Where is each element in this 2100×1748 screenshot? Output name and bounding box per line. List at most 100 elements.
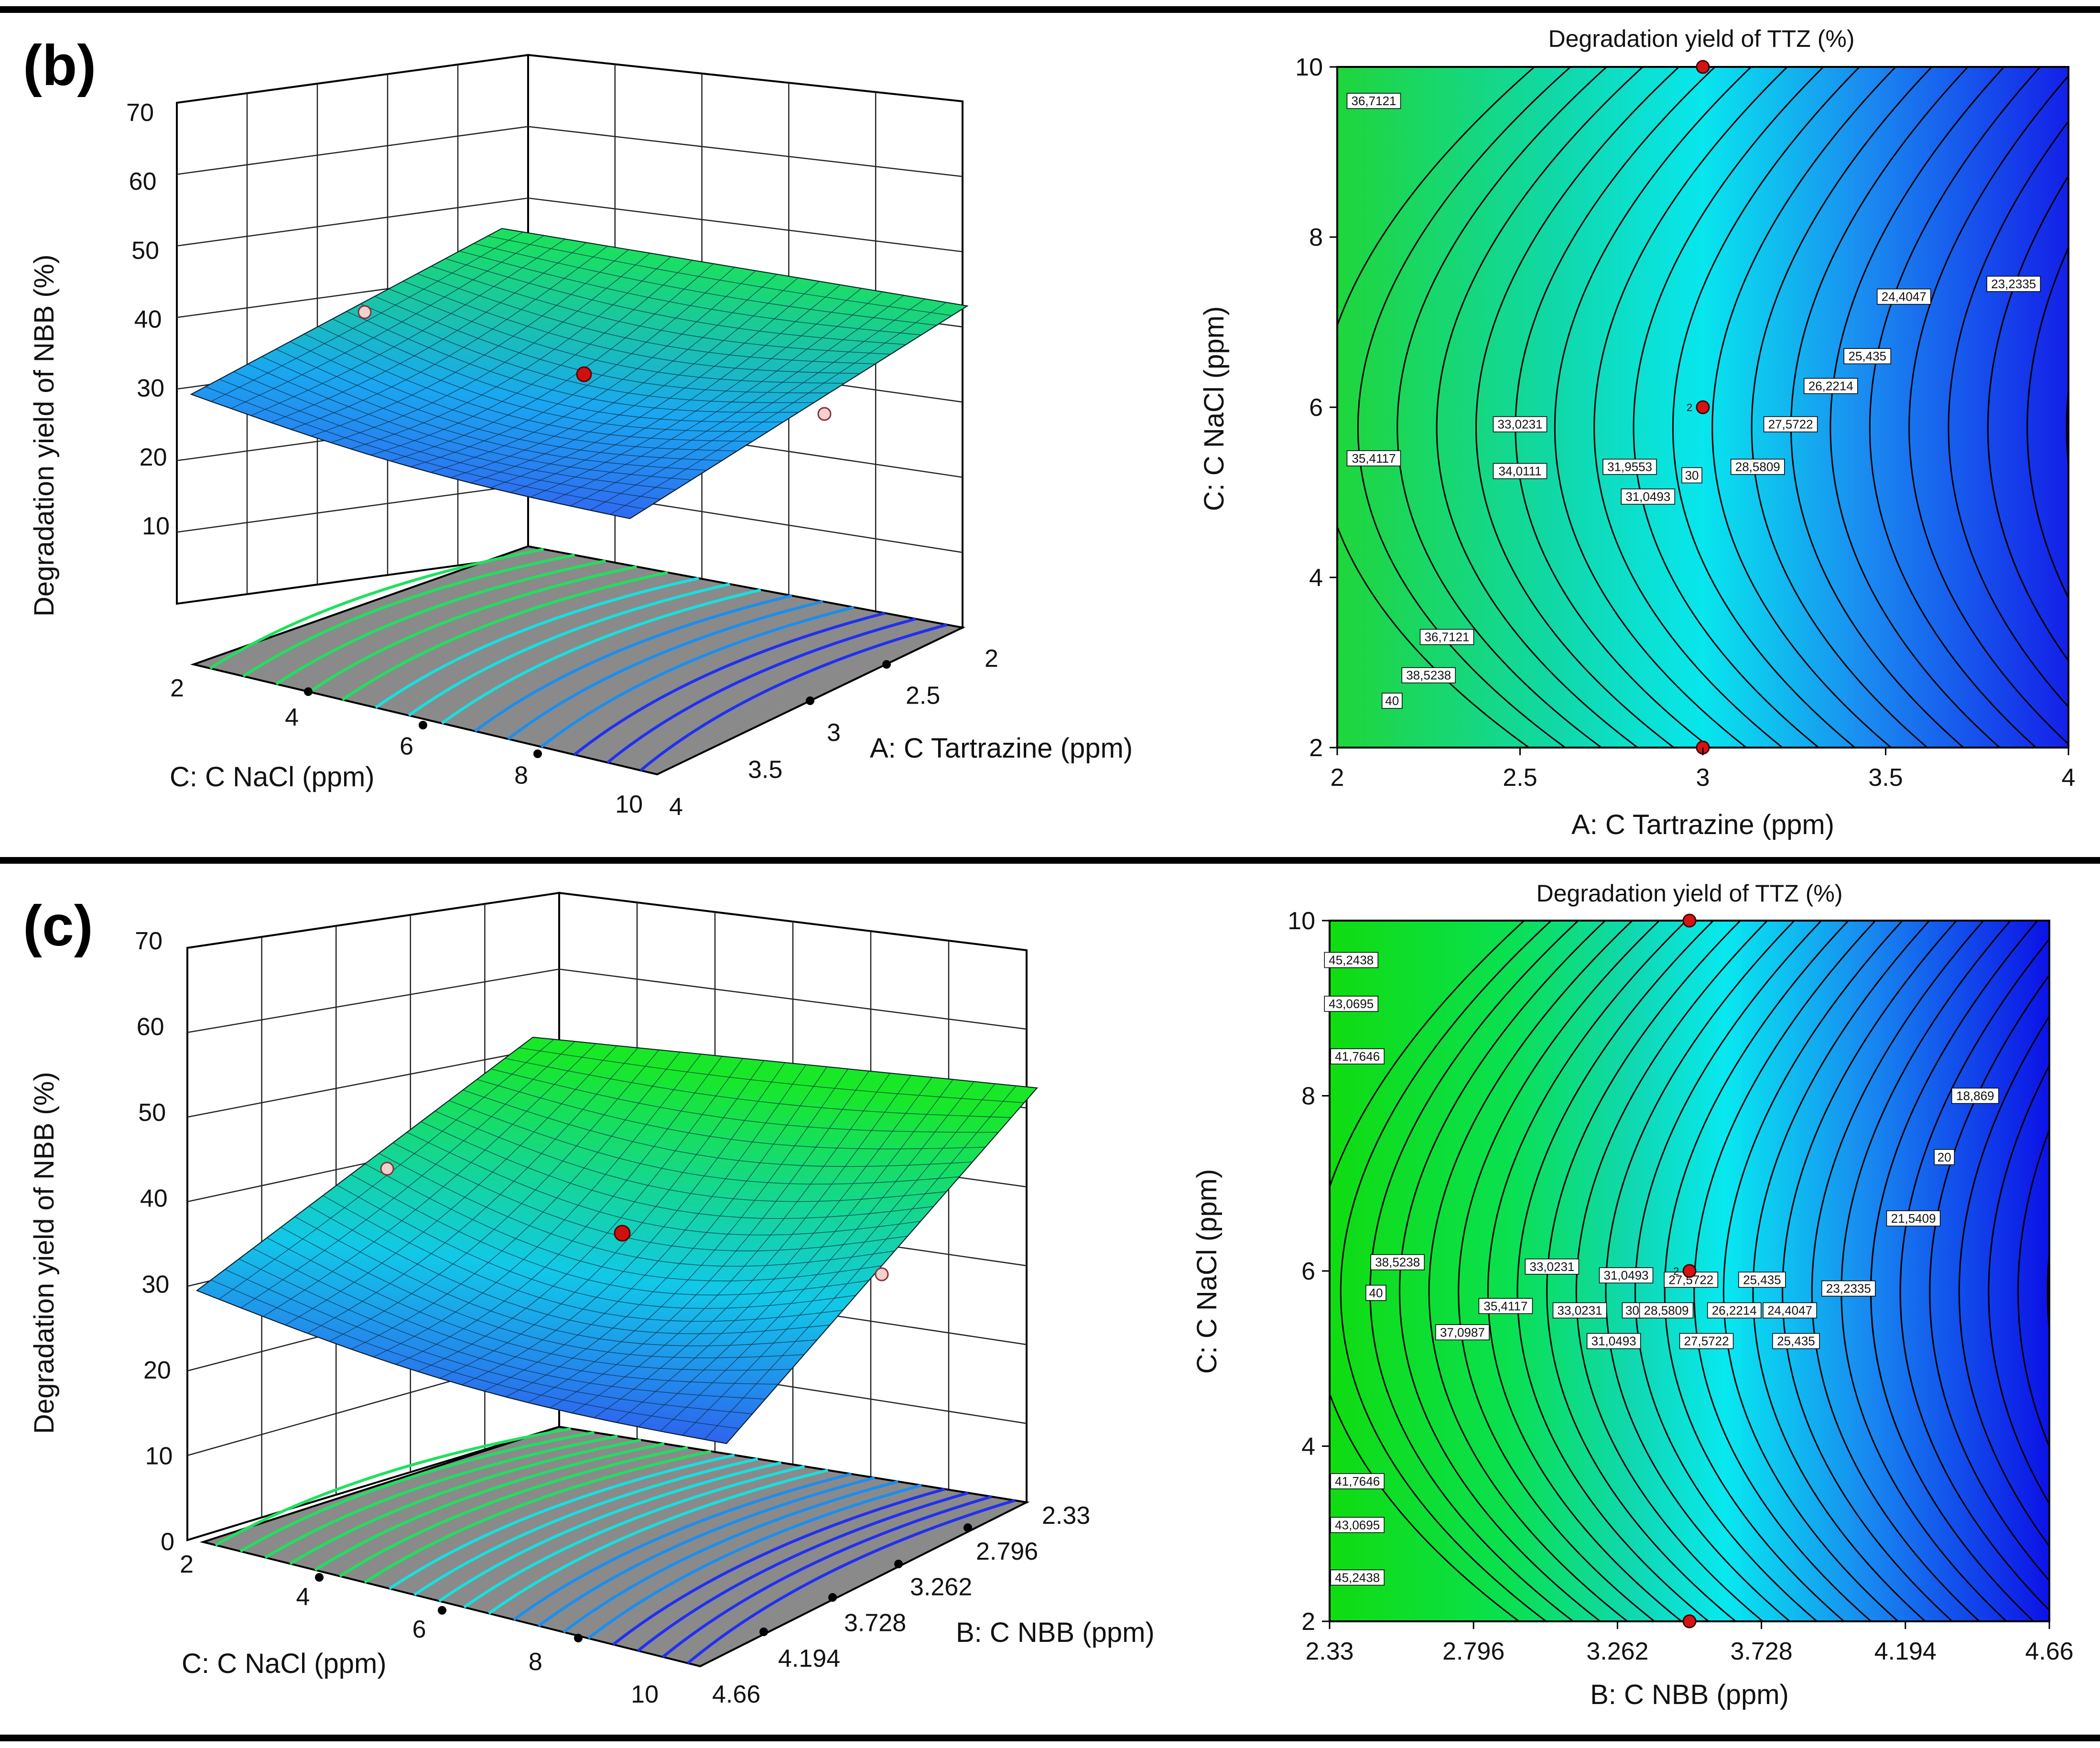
c-z-tick-label: 20 — [143, 1357, 171, 1384]
c-contour-label-box — [1365, 1285, 1386, 1301]
b-contour-label-box — [1401, 667, 1456, 684]
panel-b-center-point — [576, 366, 592, 382]
c-contour-line — [1664, 921, 1850, 1621]
c-floor-contour — [438, 1461, 782, 1602]
c-floor-contour — [488, 1468, 829, 1615]
panel-c-contour-title: Degradation yield of TTZ (%) — [1537, 880, 1843, 907]
b-right-tick-label: 4 — [669, 793, 683, 821]
b-mesh-line — [261, 356, 707, 471]
c-floor-contour — [289, 1438, 641, 1565]
c-contour-label: 31,0493 — [1604, 1268, 1649, 1282]
b-contour-label-box — [1843, 348, 1891, 364]
panel-c-center-point — [614, 1225, 631, 1242]
c-z-tick-label: 40 — [140, 1185, 168, 1213]
b-mesh-line — [332, 318, 783, 423]
c-contour-label: 41,7646 — [1335, 1474, 1380, 1488]
panel-b-floor — [190, 545, 966, 776]
c-contour-line — [1330, 921, 1526, 1621]
b-contour-line — [1554, 67, 1753, 748]
panel-b-contour-plot: Degradation yield of TTZ (%) 36,7121 35,4… — [1199, 25, 2075, 840]
b-z-tick-label: 40 — [134, 306, 162, 334]
b-contour-line — [1672, 67, 1861, 748]
b-mesh-line — [510, 284, 841, 493]
b-design-point — [1696, 400, 1710, 414]
c-x-tick-label: 3.728 — [1731, 1638, 1793, 1665]
c-contour-line — [1458, 921, 1661, 1621]
b-mesh-line — [530, 288, 862, 498]
b-mesh-line — [346, 311, 799, 413]
c-contour-label-box — [1525, 1259, 1580, 1275]
b-left-tick-label: 4 — [285, 704, 299, 731]
b-contour-label-box — [1602, 458, 1657, 475]
b-contour-line — [1436, 67, 1644, 748]
b-contour-label-box — [1986, 276, 2041, 292]
c-mesh-line — [196, 1290, 727, 1444]
c-floor-contour — [538, 1476, 875, 1627]
b-x-tick-label: 2.5 — [1503, 764, 1537, 792]
c-contour-line — [1929, 974, 2049, 1582]
b-mesh-line — [276, 348, 722, 461]
b-left-tick-label: 8 — [514, 761, 528, 789]
c-z-tick-label: 0 — [161, 1528, 174, 1556]
panel-c-z-axis-title: Degradation yield of NBB (%) — [29, 1072, 60, 1434]
panel-b-z-ticks: 10 20 30 40 50 60 70 — [126, 99, 170, 540]
panel-c-design-point — [875, 1267, 889, 1281]
b-contour-line — [1593, 67, 1788, 748]
b-mesh-line — [470, 277, 799, 483]
b-contour-label: 31,9553 — [1607, 460, 1652, 474]
panel-b-left-ticks: 2 4 6 8 10 — [170, 674, 643, 818]
panel-b-design-point — [817, 407, 832, 421]
c-floor-contour — [264, 1434, 618, 1559]
b-mesh-line — [629, 305, 968, 519]
c-contour-label-box — [1886, 1210, 1941, 1227]
c-right-tick-label: 4.66 — [712, 1681, 760, 1708]
c-contour-line — [1605, 921, 1796, 1621]
b-mesh-line — [450, 274, 777, 478]
c-contour-line — [1546, 921, 1742, 1621]
c-contour-label: 45,2438 — [1335, 1570, 1380, 1585]
b-contour-label-box — [1346, 93, 1401, 109]
c-contour-label-box — [1772, 1333, 1820, 1349]
b-contour-line — [1751, 67, 1933, 748]
c-floor-contour — [563, 1480, 898, 1633]
b-z-tick-label: 70 — [126, 99, 154, 127]
b-floor-contour — [408, 583, 730, 717]
b-right-tick-label: 2 — [985, 645, 998, 673]
b-contour-label-box — [1346, 450, 1401, 467]
c-y-tick-label: 4 — [1301, 1433, 1315, 1461]
b-floor-contour — [573, 611, 886, 756]
c-floor-contour — [687, 1499, 1016, 1664]
c-contour-label-box — [1330, 1048, 1385, 1064]
panel-c-center-count: 2 — [1673, 1265, 1679, 1277]
c-contour-label: 35,4117 — [1483, 1299, 1527, 1313]
b-mesh-line — [304, 334, 753, 442]
c-mesh-line — [211, 1280, 740, 1429]
c-left-tick-label: 8 — [529, 1648, 542, 1676]
b-y-tick-label: 10 — [1295, 54, 1323, 81]
c-x-tick-label: 4.66 — [2025, 1638, 2073, 1665]
panel-b-design-point — [357, 305, 372, 319]
c-contour-label-box — [1951, 1087, 1999, 1104]
b-mesh-line — [191, 394, 630, 519]
c-mesh-line — [660, 1081, 974, 1432]
c-contour-label: 41,7646 — [1335, 1049, 1380, 1064]
b-mesh-line — [490, 281, 820, 489]
panel-b-right-axis-title: A: C Tartrazine (ppm) — [870, 733, 1133, 764]
c-floor-contour — [413, 1457, 758, 1596]
c-contour-line — [1899, 938, 2049, 1611]
panel-c-y-ticks: 2 4 6 8 10 — [1288, 907, 1330, 1636]
c-contour-label: 33,0231 — [1558, 1303, 1602, 1317]
c-contour-label: 27,5722 — [1684, 1334, 1729, 1348]
b-mesh-line — [233, 371, 676, 490]
b-design-point — [1696, 60, 1710, 74]
c-contour-line — [1988, 1064, 2049, 1505]
c-floor-contour — [364, 1450, 712, 1584]
c-contour-line — [1487, 921, 1688, 1621]
c-contour-label: 43,0695 — [1329, 997, 1374, 1011]
c-left-tick-label: 2 — [180, 1551, 194, 1578]
c-contour-label-box — [1707, 1302, 1762, 1319]
c-contour-label-box — [1639, 1302, 1694, 1319]
c-z-tick-label: 30 — [141, 1270, 169, 1298]
b-right-tick-label: 2.5 — [906, 682, 940, 710]
b-z-tick-label: 20 — [140, 444, 167, 471]
